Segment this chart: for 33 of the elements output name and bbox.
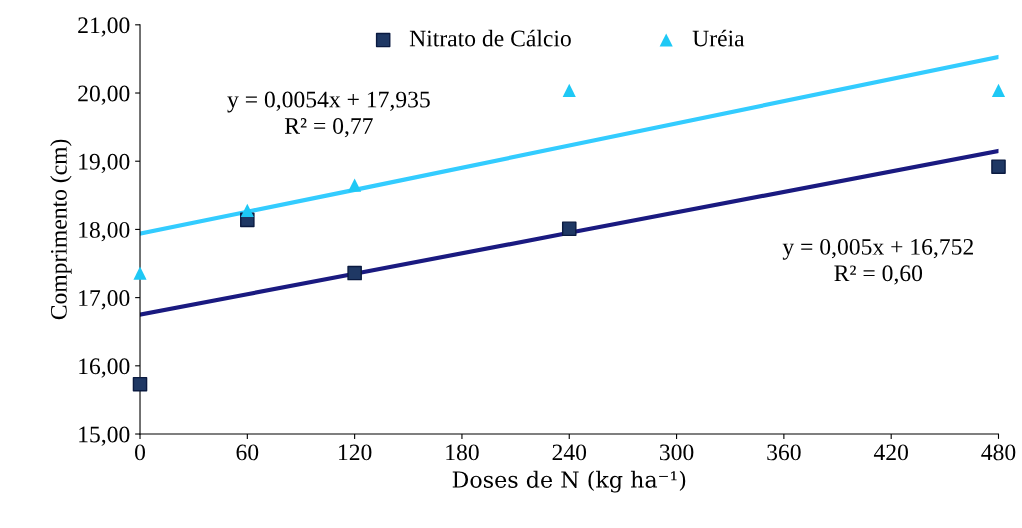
legend-label: Nitrato de Cálcio xyxy=(409,29,571,47)
x-tick-label: 180 xyxy=(446,444,479,461)
line-series xyxy=(140,148,999,317)
x-tick-label: 420 xyxy=(873,444,908,461)
legend-label: Uréia xyxy=(692,29,745,47)
y-tick-label: 21,00 xyxy=(78,17,130,37)
annotation: y = 0,0054x + 17,935 R² = 0,77 xyxy=(227,91,430,138)
y-tick-label: 20,00 xyxy=(78,85,130,105)
x-tick-label: 480 xyxy=(981,444,1016,461)
x-tick-label: 300 xyxy=(659,444,694,461)
point xyxy=(991,159,1006,174)
y-tick-label: 18,00 xyxy=(79,221,130,242)
y-tick-label: 16,00 xyxy=(79,358,130,378)
y-tick-label: 19,00 xyxy=(79,153,130,174)
point xyxy=(240,203,254,217)
x-tick-label: 0 xyxy=(135,444,146,461)
line-series xyxy=(140,54,999,236)
x-tick-label: 360 xyxy=(767,444,801,461)
y-axis-title: Comprimento (cm) xyxy=(50,139,72,320)
point xyxy=(561,221,577,237)
point xyxy=(133,266,147,280)
point xyxy=(348,178,362,192)
point xyxy=(991,83,1006,97)
x-axis-title: Doses de N (kg ha⁻¹) xyxy=(452,470,686,493)
x-tick-label: 240 xyxy=(552,444,587,461)
x-tick-label: 60 xyxy=(236,444,259,461)
point xyxy=(562,83,576,97)
annotation: y = 0,005x + 16,752 R² = 0,60 xyxy=(782,238,973,285)
y-tick-label: 17,00 xyxy=(79,290,130,310)
point xyxy=(132,376,148,392)
point xyxy=(347,265,362,281)
x-tick-label: 120 xyxy=(339,444,372,461)
y-tick-label: 15,00 xyxy=(79,426,130,446)
